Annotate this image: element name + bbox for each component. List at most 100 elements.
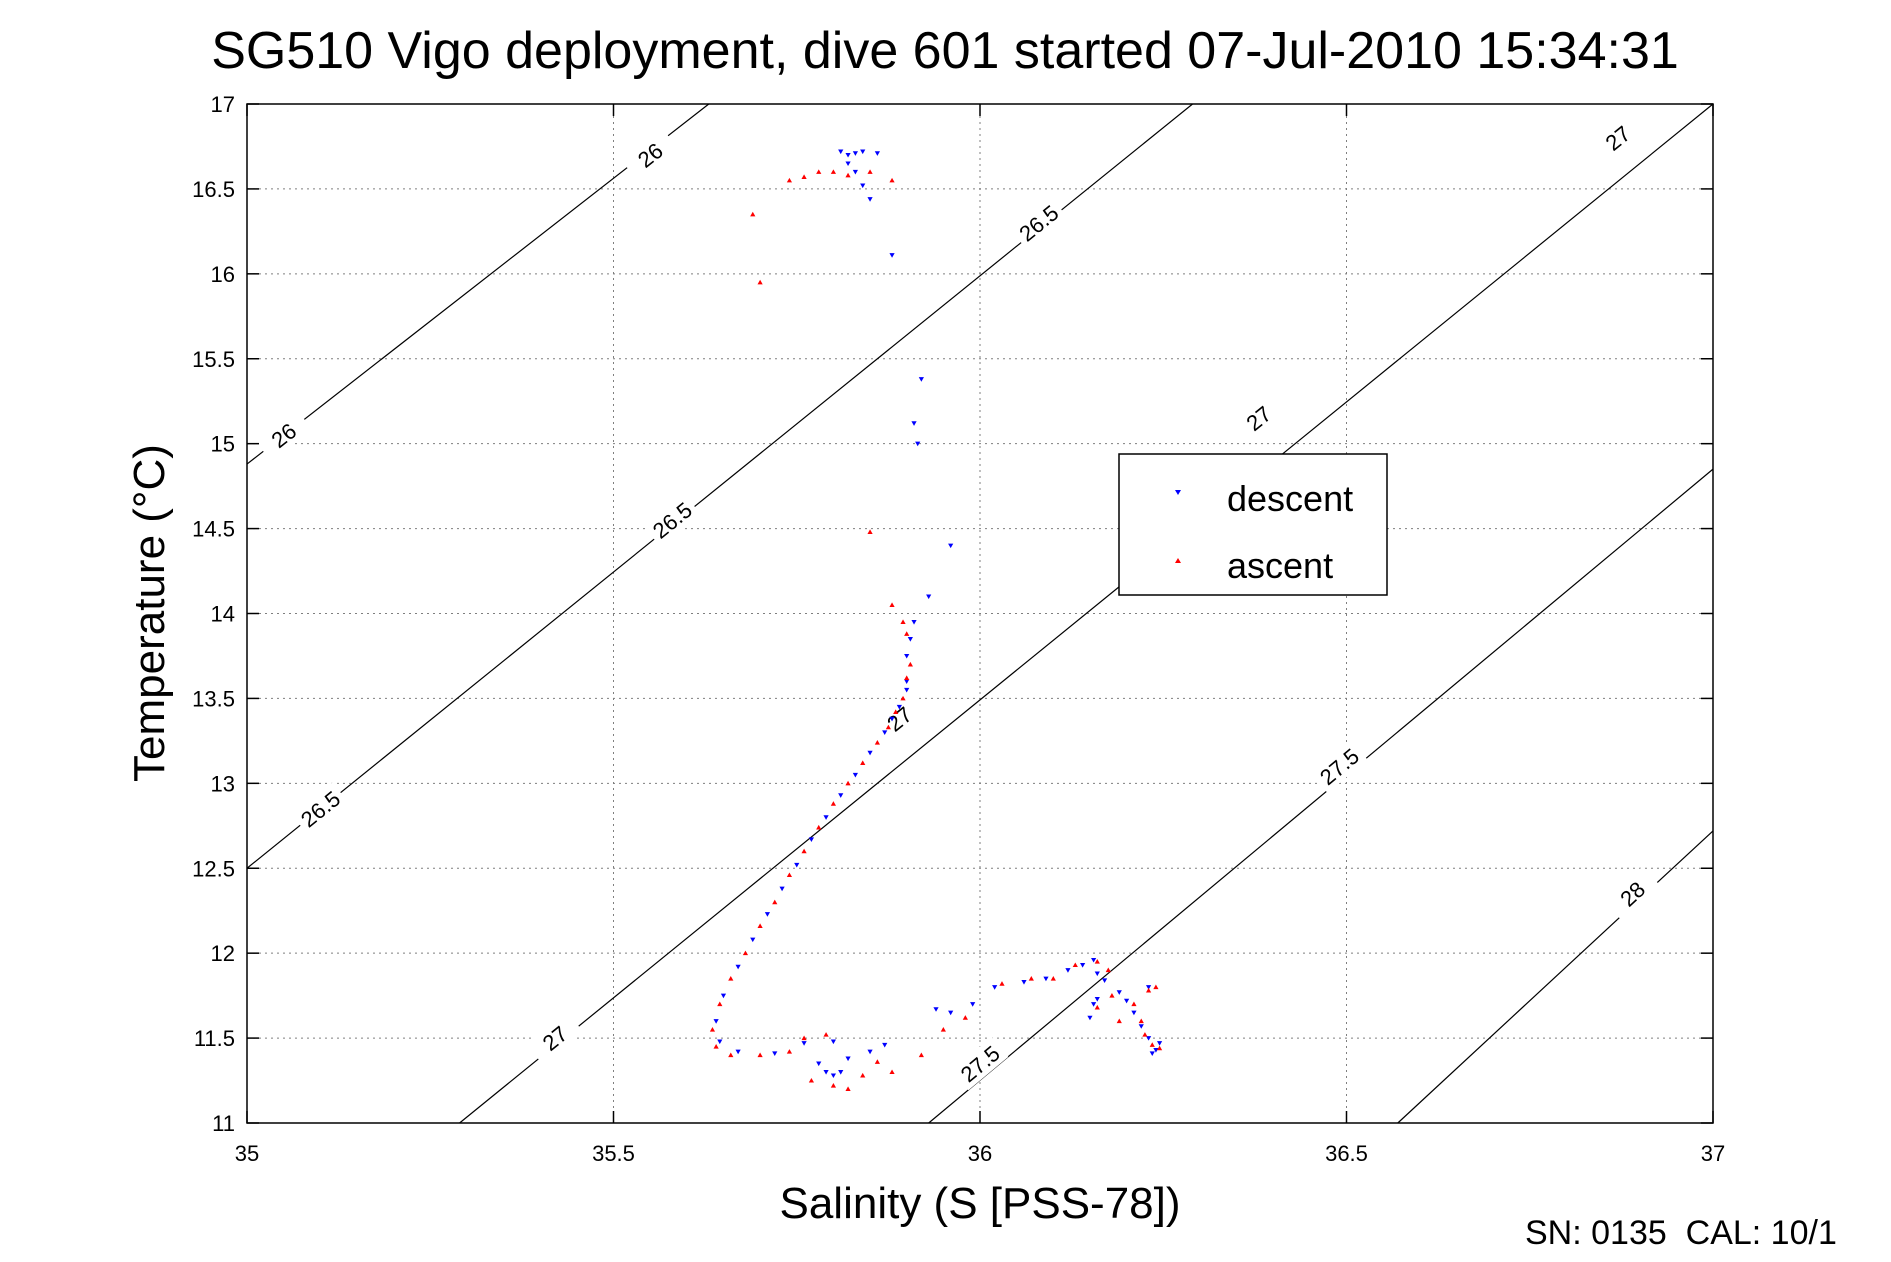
data-point-descent [933,1007,939,1012]
contour-label-bg [1310,739,1368,793]
contour-label-bg [291,782,349,836]
data-point-ascent [845,780,851,786]
y-tick-label: 12 [211,941,235,966]
data-point-ascent [801,1035,807,1041]
y-tick-label: 13 [211,771,235,796]
legend-label-descent: descent [1227,478,1353,519]
data-point-ascent [904,631,910,636]
data-point-descent [717,1039,723,1045]
x-tick-label: 36.5 [1325,1141,1368,1166]
data-point-ascent [1072,962,1078,968]
chart-title: SG510 Vigo deployment, dive 601 started … [211,22,1679,80]
data-point-ascent [830,801,836,806]
data-point-ascent [757,279,763,285]
data-point-descent [970,1002,976,1007]
data-point-descent [838,149,844,155]
data-point-descent [1124,998,1130,1004]
data-point-descent [830,1073,836,1079]
density-contour-line [459,103,1714,1124]
data-point-ascent [1028,976,1034,981]
data-point-ascent [845,1086,851,1092]
data-point-ascent [713,1043,719,1049]
data-point-descent [1153,1047,1159,1053]
data-point-descent [1145,985,1152,990]
data-point-descent [1102,978,1108,983]
data-point-ascent [1116,1018,1122,1024]
data-point-ascent [772,899,778,905]
y-tick-label: 11 [212,1111,235,1136]
data-point-ascent [801,848,807,854]
data-point-descent [992,985,998,990]
y-tick-label: 11.5 [194,1026,235,1051]
data-point-descent [911,619,917,625]
data-point-descent [1080,963,1086,968]
y-tick-label: 14 [211,602,235,627]
legend-marker-descent [1175,490,1181,495]
data-point-ascent [889,177,895,183]
data-point-descent [1156,1041,1163,1046]
data-point-descent [845,161,851,167]
data-point-ascent [786,872,793,878]
legend-marker-ascent [1175,558,1181,563]
data-point-ascent [1156,1045,1163,1051]
data-point-ascent [750,211,756,217]
y-tick-label: 16.5 [192,177,235,202]
data-point-descent [845,1056,851,1062]
contour-label-bg [1604,866,1661,921]
data-point-descent [845,152,851,158]
data-point-ascent [1050,976,1056,981]
data-point-ascent [940,1026,946,1032]
data-point-ascent [757,923,763,928]
data-point-ascent [1131,1001,1137,1007]
data-point-descent [860,183,866,189]
y-axis-label: Temperature (°C) [125,444,174,782]
data-point-descent [948,1010,954,1016]
data-point-ascent [830,169,836,174]
data-point-descent [801,1041,807,1046]
data-point-descent [838,1070,844,1075]
data-point-descent [772,1051,778,1056]
data-point-ascent [728,1052,734,1058]
data-point-descent [764,912,771,917]
data-point-descent [907,636,913,642]
data-point-descent [735,964,741,970]
data-point-ascent [907,661,913,667]
data-point-descent [852,772,858,778]
data-point-ascent [816,824,822,830]
data-point-ascent [1138,1018,1144,1024]
data-point-descent [1116,990,1122,995]
y-tick-label: 16 [211,262,235,287]
y-tick-label: 13.5 [192,686,235,711]
y-tick-label: 17 [211,92,235,117]
data-point-ascent [1094,1004,1100,1010]
data-point-descent [750,937,756,943]
data-point-descent [816,1061,822,1067]
data-point-descent [779,886,785,892]
data-point-descent [882,1042,888,1048]
data-point-ascent [860,1072,866,1078]
x-tick-label: 37 [1701,1141,1725,1166]
contour-label-bg [526,1011,584,1065]
data-point-descent [1091,957,1097,963]
y-tick-label: 15 [211,432,235,457]
y-tick-label: 14.5 [192,517,235,542]
data-point-ascent [900,695,906,701]
data-point-descent [1094,997,1100,1002]
data-point-descent [808,837,815,842]
density-contour-line [928,468,1714,1124]
data-point-descent [889,253,895,258]
data-point-ascent [893,709,899,715]
data-point-descent [823,1070,829,1075]
data-points [709,149,1163,1092]
x-tick-label: 35.5 [592,1141,635,1166]
data-point-ascent [874,1059,880,1064]
data-point-descent [860,149,866,155]
data-point-descent [904,679,910,685]
data-point-ascent [1142,1032,1148,1037]
data-point-ascent [830,1083,836,1088]
data-point-descent [896,704,902,710]
data-point-descent [915,441,921,447]
data-point-ascent [823,1032,829,1037]
serial-cal-footer: SN: 0135 CAL: 10/1 [1525,1214,1837,1252]
